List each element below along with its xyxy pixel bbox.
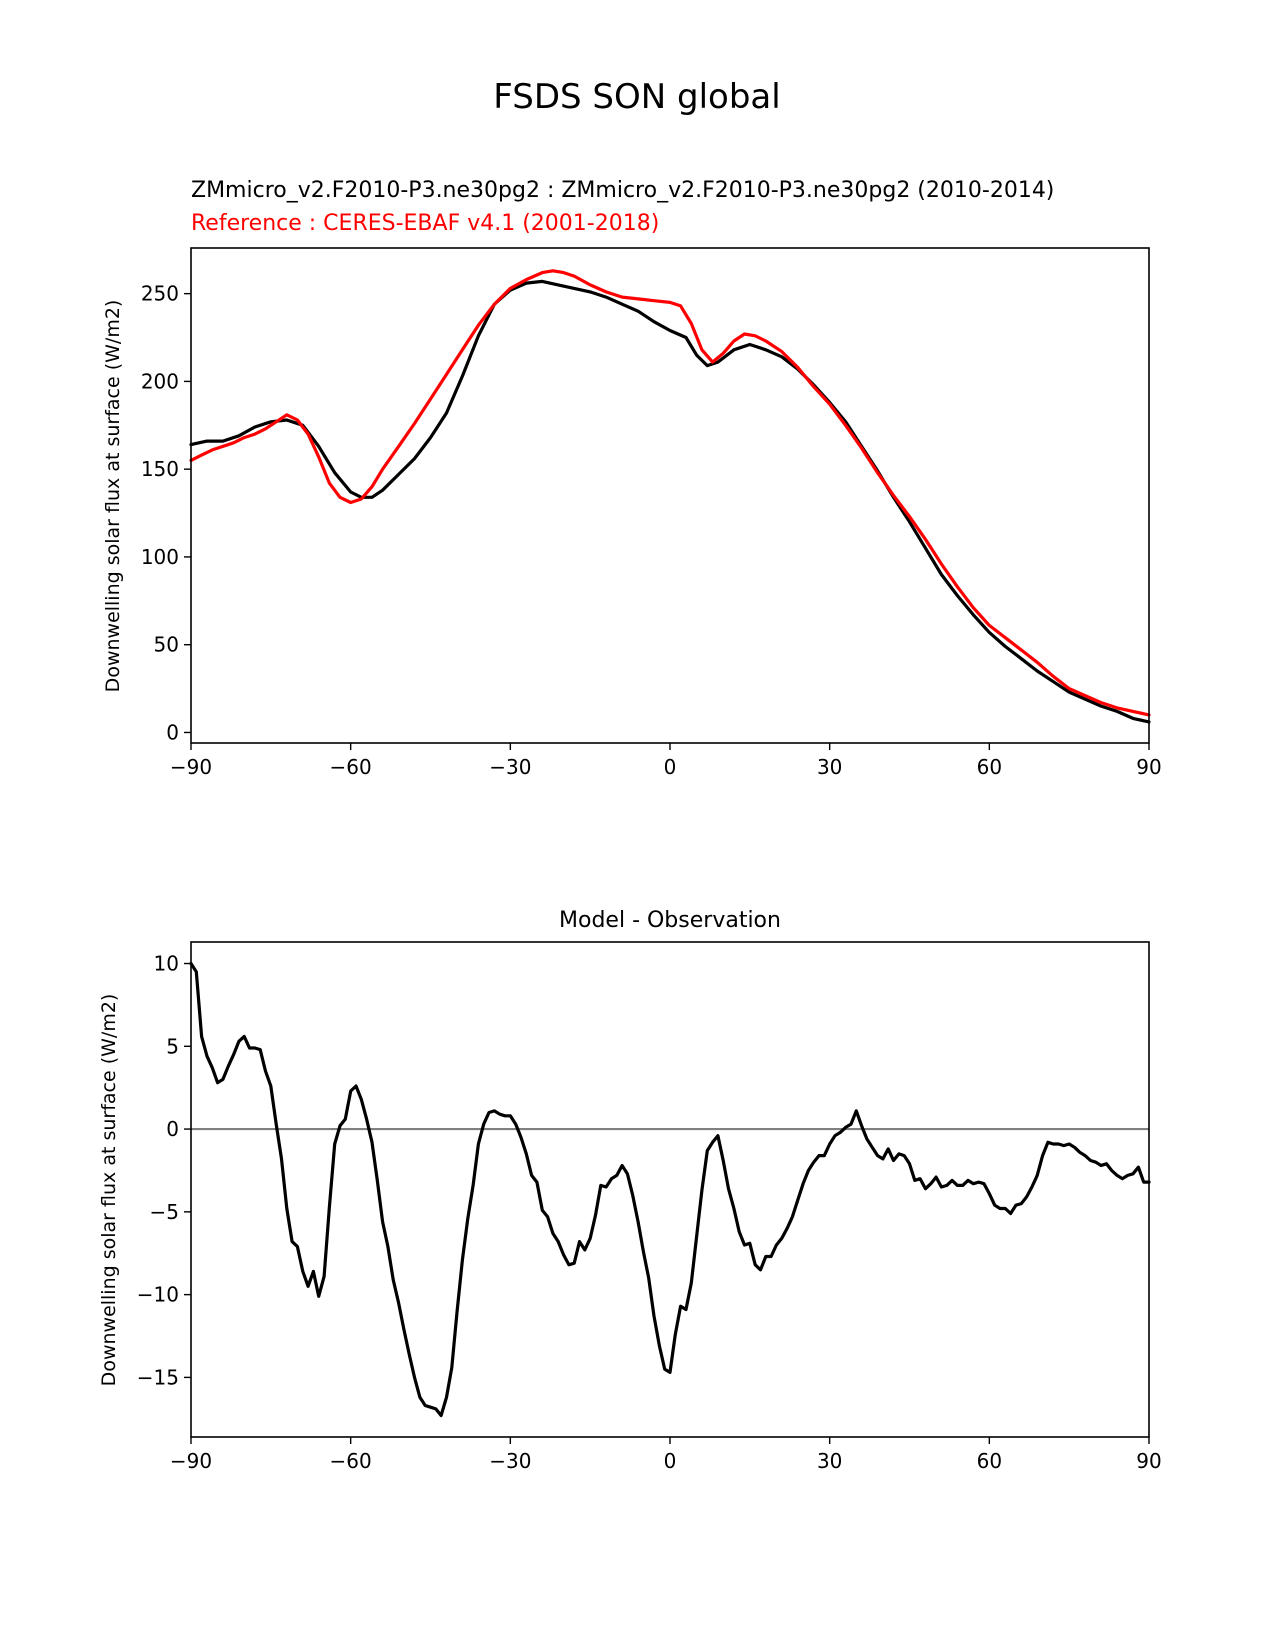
bottom-x-tick-label: 90 <box>1136 1449 1161 1473</box>
top-title-reference: Reference : CERES-EBAF v4.1 (2001-2018) <box>191 211 659 236</box>
bottom-y-axis-label: Downwelling solar flux at surface (W/m2) <box>98 994 120 1387</box>
top-panel: ZMmicro_v2.F2010-P3.ne30pg2 : ZMmicro_v2… <box>102 178 1162 779</box>
bottom-y-tick-label: −5 <box>150 1200 179 1224</box>
bottom-x-tick-label: 60 <box>977 1449 1002 1473</box>
bottom-x-tick-label: 30 <box>817 1449 842 1473</box>
bottom-x-tick-label: −30 <box>489 1449 531 1473</box>
bottom-series-line-0 <box>189 961 1151 1418</box>
top-plot-area <box>189 269 1151 724</box>
bottom-x-tick-label: −60 <box>330 1449 372 1473</box>
bottom-y-tick-label: −10 <box>137 1283 179 1307</box>
top-ticks: −90 −60 −30 0 30 60 90 0 50 100 150 200 250 <box>141 282 1162 779</box>
top-x-tick-label: −60 <box>330 755 372 779</box>
top-x-tick-label: −30 <box>489 755 531 779</box>
figure-title: FSDS SON global <box>493 77 780 117</box>
bottom-y-tick-label: 10 <box>154 952 179 976</box>
bottom-y-tick-label: 5 <box>166 1034 179 1058</box>
bottom-panel: Model - Observation Downwelling solar fl… <box>98 908 1162 1473</box>
top-x-tick-label: 0 <box>664 755 677 779</box>
top-y-tick-label: 50 <box>154 633 179 657</box>
top-y-tick-label: 100 <box>141 545 179 569</box>
top-x-tick-label: 90 <box>1136 755 1161 779</box>
bottom-title: Model - Observation <box>559 908 781 933</box>
top-y-tick-label: 150 <box>141 457 179 481</box>
bottom-x-tick-label: 0 <box>664 1449 677 1473</box>
top-series-line-1 <box>189 269 1151 717</box>
top-title-model: ZMmicro_v2.F2010-P3.ne30pg2 : ZMmicro_v2… <box>191 178 1054 203</box>
top-x-tick-label: 60 <box>977 755 1002 779</box>
top-y-axis-label: Downwelling solar flux at surface (W/m2) <box>102 300 124 693</box>
bottom-y-tick-label: 0 <box>166 1117 179 1141</box>
top-series-line-0 <box>189 279 1151 724</box>
bottom-x-tick-label: −90 <box>170 1449 212 1473</box>
top-y-tick-label: 200 <box>141 369 179 393</box>
top-axes-frame <box>190 247 1150 744</box>
top-x-tick-label: −90 <box>170 755 212 779</box>
bottom-plot-area <box>189 961 1151 1418</box>
top-x-tick-label: 30 <box>817 755 842 779</box>
bottom-y-tick-label: −15 <box>137 1365 179 1389</box>
bottom-ticks: −90 −60 −30 0 30 60 90 −15 −10 −5 0 5 10 <box>137 952 1162 1473</box>
top-y-tick-label: 0 <box>166 720 179 744</box>
top-y-tick-label: 250 <box>141 282 179 306</box>
